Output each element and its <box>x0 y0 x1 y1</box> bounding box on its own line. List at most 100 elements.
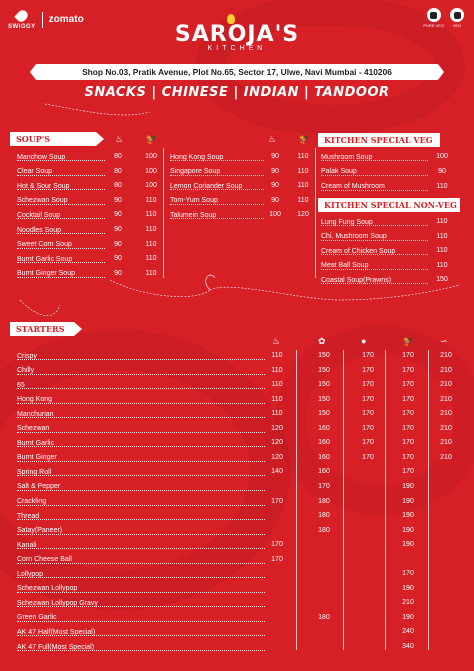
item-name: Burnt Garlic <box>17 439 54 447</box>
starter-item: AK 47 Half(Most Special) <box>17 626 265 638</box>
starters-divider <box>428 350 429 650</box>
item-name: Spring Roll <box>17 468 52 476</box>
soup-item: Burnt Garlic Soup <box>17 253 105 265</box>
item-price: 110 <box>145 269 157 277</box>
item-price: 120 <box>271 439 283 447</box>
veg-icon: ♨ <box>115 134 124 144</box>
item-price: 90 <box>271 153 279 160</box>
special-veg-item: Cream of Mushroom <box>321 181 428 193</box>
soup-item: Tom-Yum Soup <box>170 195 264 207</box>
item-name: Noodles Soup <box>17 226 61 234</box>
special-nonveg-item: Chi. Mushroom Soup <box>321 231 428 243</box>
item-price: 90 <box>271 182 279 190</box>
item-price: 240 <box>402 628 414 636</box>
item-name: Schezwan <box>17 425 50 433</box>
item-price: 170 <box>362 453 374 461</box>
cuisine-tagline: SNACKS | CHINESE | INDIAN | TANDOOR <box>84 85 390 100</box>
item-name: Hong Kong Soup <box>170 153 224 161</box>
dotted-leader <box>17 388 265 390</box>
item-price: 110 <box>436 182 448 190</box>
item-price: 170 <box>402 439 414 447</box>
starter-item: Lollypop <box>17 568 265 580</box>
item-price: 120 <box>271 453 283 461</box>
item-name: Schezwan Soup <box>17 197 68 205</box>
starter-item: Schezwan Lollypop <box>17 583 265 595</box>
item-price: 170 <box>362 439 374 447</box>
dotted-leader <box>17 460 265 462</box>
dotted-leader <box>17 276 105 278</box>
soup-item: Manchow Soup <box>17 151 105 163</box>
item-name: Meat Ball Soup <box>321 262 369 270</box>
item-price: 210 <box>440 395 452 403</box>
item-price: 100 <box>145 167 157 175</box>
dotted-leader <box>17 262 105 264</box>
item-price: 90 <box>114 269 122 277</box>
item-name: Burnt Ginger Soup <box>17 270 75 278</box>
item-name: Coastal Soup(Prawns) <box>321 276 392 284</box>
item-price: 170 <box>402 570 414 578</box>
item-name: Hot & Sour Soup <box>17 182 70 190</box>
item-name: 65 <box>17 381 25 389</box>
special-nonveg-item: Lung Fung Soup <box>321 216 428 228</box>
item-price: 150 <box>318 395 330 403</box>
item-name: AK 47 Full(Most Special) <box>17 643 95 651</box>
dotted-leader <box>17 218 105 220</box>
item-price: 170 <box>362 381 374 389</box>
starter-item: Salt & Pepper <box>17 481 265 493</box>
item-price: 170 <box>402 424 414 432</box>
item-price: 110 <box>297 182 309 190</box>
zomato-logo: zomato <box>48 14 84 25</box>
restaurant-subtitle: KITCHEN <box>207 45 267 52</box>
item-price: 190 <box>402 541 414 549</box>
soup-item: Clear Soup <box>17 166 105 178</box>
chicken-icon: 🐓 <box>298 134 310 144</box>
kitchen-special-veg-banner: KITCHEN SPECIAL VEG <box>318 133 440 147</box>
special-veg-item: Palak Soup <box>321 166 428 178</box>
item-name: Kanali <box>17 541 37 549</box>
item-price: 110 <box>145 240 157 248</box>
starter-item: Burnt Garlic <box>17 437 265 449</box>
item-price: 160 <box>318 468 330 476</box>
item-price: 90 <box>114 211 122 219</box>
item-name: Salt & Pepper <box>17 483 61 491</box>
diet-icons: PURE VEG VEG <box>423 8 464 28</box>
item-price: 210 <box>440 366 452 374</box>
dotted-leader <box>17 533 265 535</box>
soups-divider <box>163 148 164 278</box>
dotted-leader <box>17 504 265 506</box>
starter-item: Manchurian <box>17 408 265 420</box>
item-name: Manchurian <box>17 410 54 418</box>
special-nonveg-item: Meat Ball Soup <box>321 260 428 272</box>
item-name: Corn Cheese Ball <box>17 556 72 564</box>
soup-item: Schezwan Soup <box>17 195 105 207</box>
item-name: Burnt Ginger <box>17 454 57 462</box>
starter-item: AK 47 Full(Most Special) <box>17 641 265 653</box>
starter-item: Hong Kong <box>17 394 265 406</box>
swiggy-logo: SWIGGY <box>8 8 36 30</box>
starter-item: Corn Cheese Ball <box>17 554 265 566</box>
item-price: 170 <box>362 366 374 374</box>
item-price: 110 <box>145 196 157 204</box>
item-price: 90 <box>114 240 122 248</box>
dotted-leader <box>321 268 428 270</box>
item-price: 170 <box>318 482 330 490</box>
dotted-leader <box>17 562 265 564</box>
paneer-icon: ✿ <box>318 336 326 346</box>
item-price: 190 <box>402 613 414 621</box>
soup-item: Noodles Soup <box>17 224 105 236</box>
flame-icon <box>227 14 235 24</box>
item-price: 170 <box>402 453 414 461</box>
item-price: 90 <box>438 167 446 175</box>
soup-item: Hot & Sour Soup <box>17 180 105 192</box>
dotted-leader <box>17 519 265 521</box>
item-price: 90 <box>114 226 122 233</box>
dotted-leader <box>170 160 264 161</box>
pure-veg-label: PURE VEG <box>423 23 444 28</box>
restaurant-logo: SAROJA'S KITCHEN <box>0 14 474 52</box>
item-name: Lung Fung Soup <box>321 218 373 226</box>
item-price: 140 <box>271 468 283 476</box>
soup-item: Talumein Soup <box>170 209 264 221</box>
item-price: 170 <box>402 381 414 389</box>
swiggy-label: SWIGGY <box>8 24 36 30</box>
